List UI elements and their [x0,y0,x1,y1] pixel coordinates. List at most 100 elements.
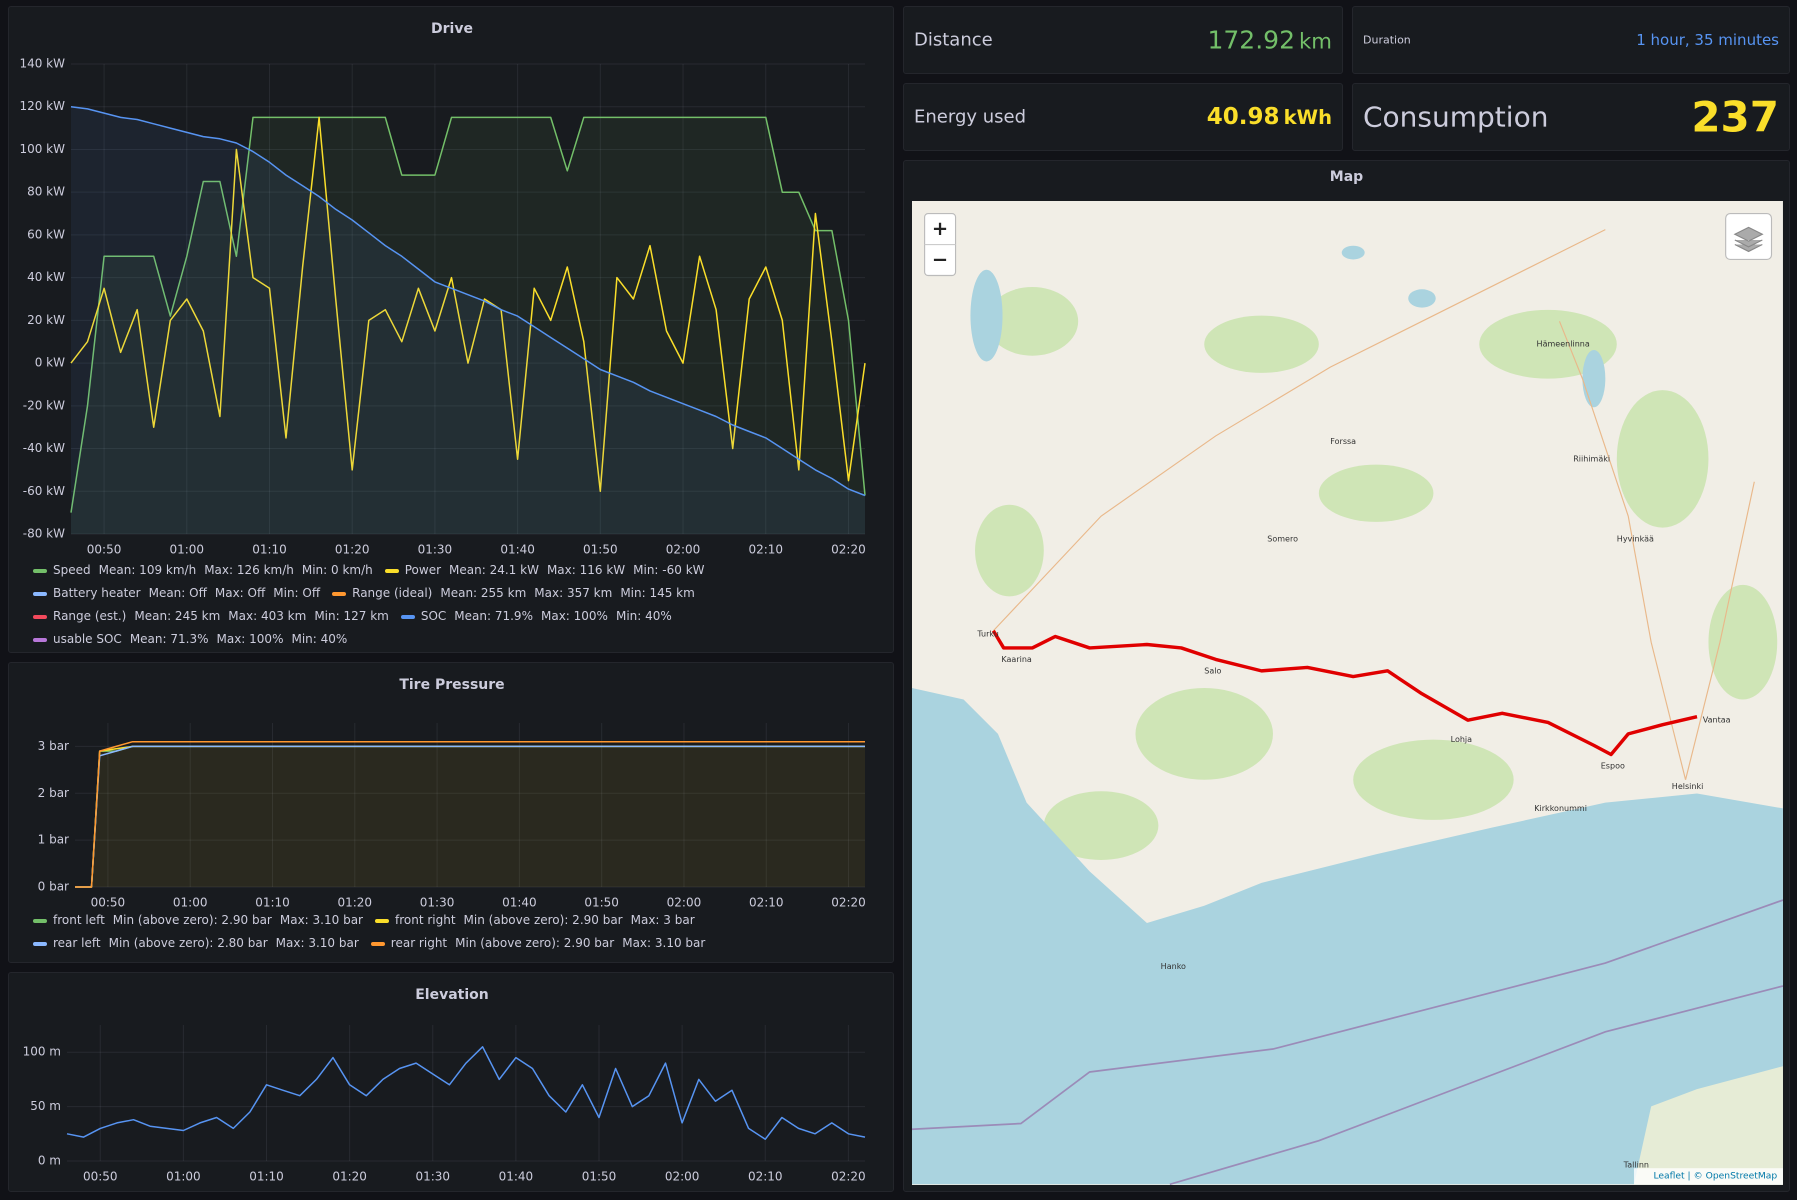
stat-label: Energy used [914,106,1027,128]
x-tick-label: 02:00 [665,1170,700,1184]
panel-title: Elevation [415,987,489,1003]
legend-stat: Min (above zero): 2.90 bar [455,936,615,950]
place: Lohja [1451,735,1473,744]
tire-chart: Tire Pressure 0 bar 1 bar 2 bar 3 bar 00:50 01… [38,677,866,910]
stat-label: Consumption [1363,100,1549,134]
y-tick-label: 140 kW [19,57,65,71]
x-tick-label: 01:00 [166,1170,201,1184]
x-tick-label: 01:00 [173,896,208,910]
x-tick-label: 02:10 [748,543,783,557]
legend-stat: Min (above zero): 2.90 bar [463,913,623,927]
area [71,117,865,535]
elevation-panel: Elevation 0 m 50 m 100 m 00:50 01:00 01:10 01:2… [8,972,894,1192]
legend-swatch [33,614,47,619]
zoom-control[interactable]: + − [924,213,957,277]
legend-stat: Max: 100% [216,632,284,646]
stat-panel: Consumption 237 [1352,83,1790,151]
legend-stat: Mean: 255 km [440,586,527,600]
legend-name: Range (est.) [53,609,127,623]
panel-title: Drive [431,21,473,37]
legend-item: rear left Min (above zero): 2.80 bar Max: … [33,932,359,955]
zoom-in[interactable]: + [932,217,948,240]
tire-panel: Tire Pressure 0 bar 1 bar 2 bar 3 bar 00:50 01… [8,662,894,963]
x-tick-label: 00:50 [87,543,122,557]
legend: Speed Mean: 109 km/h Max: 126 km/h Min: 0 k… [33,559,723,651]
x-tick-label: 02:00 [667,896,702,910]
y-tick-label: 80 kW [27,185,65,199]
stat-panel: Duration 1 hour, 35 minutes [1352,6,1790,74]
x-tick-label: 01:30 [418,543,453,557]
legend-item: front left Min (above zero): 2.90 bar Max:… [33,909,363,932]
legend-stat: Max: 3.10 bar [279,913,363,927]
legend-stat: Mean: Off [148,586,207,600]
value: 172.92 [1207,25,1295,55]
legend-stat: Max: 357 km [534,586,613,600]
legend-item: Range (est.) Mean: 245 km Max: 403 km Min: … [33,605,389,628]
legend-swatch [33,637,47,642]
zoom-out[interactable]: − [932,248,948,271]
x-tick-label: 02:10 [748,1170,783,1184]
unit: kWh [1283,106,1332,129]
unit: km [1298,29,1332,55]
legend-stat: Min: 127 km [314,609,389,623]
y-tick-label: 60 kW [27,227,65,241]
y-tick-label: 2 bar [38,786,69,800]
panel-title: Tire Pressure [399,677,504,693]
legend-name: rear left [53,936,101,950]
place: Hyvinkää [1617,535,1654,544]
water [912,245,1783,1185]
x-tick-label: 02:20 [831,543,866,557]
y-tick-label: 1 bar [38,833,69,847]
y-tick-label: 0 kW [35,356,65,370]
map[interactable]: Turku Salo Espoo Helsinki Vantaa Hämeenl… [912,201,1783,1185]
place: Helsinki [1672,782,1704,791]
x-tick-label: 01:50 [584,896,619,910]
line [70,105,866,497]
place: Salo [1204,666,1221,675]
attribution-box [1633,1168,1783,1185]
area [75,746,865,887]
legend-stat: Min: -60 kW [633,563,705,577]
place: Forssa [1330,437,1356,446]
x-tick-label: 01:00 [169,543,204,557]
x-tick-label: 00:50 [91,896,126,910]
line [70,116,866,493]
layers-control[interactable] [1725,213,1773,261]
legend-name: Speed [53,563,91,577]
y-tick-label: -60 kW [23,484,65,498]
y-tick-label: -40 kW [23,441,65,455]
legend-stat: Min: 40% [615,609,672,623]
place: Hanko [1161,962,1186,971]
legend: front left Min (above zero): 2.90 bar Max:… [33,909,723,955]
y-tick-label: 120 kW [19,99,65,113]
y-tick-label: 20 kW [27,313,65,327]
stat-label: Duration [1363,33,1411,47]
legend-swatch [332,591,347,596]
x-tick-label: 01:40 [500,543,535,557]
attribution: Leaflet | © OpenStreetMap [1653,1171,1777,1182]
legend-item: rear right Min (above zero): 2.90 bar Max:… [370,932,705,955]
legend-item: SOC Mean: 71.9% Max: 100% Min: 40% [400,605,672,628]
legend-stat: Min (above zero): 2.80 bar [108,936,268,950]
x-tick-label: 01:10 [255,896,290,910]
legend-stat: Max: 3 bar [630,913,695,927]
legend-stat: Mean: 71.3% [129,632,209,646]
layers-icon [1733,226,1764,253]
legend-name: front left [53,913,105,927]
legend-stat: Max: Off [214,586,266,600]
legend-swatch [370,941,385,946]
drive-panel: Drive -80 kW -60 kW -40 kW -20 kW 0 kW 20 kW 40… [8,6,894,653]
legend-stat: Mean: 71.9% [454,609,533,623]
legend-item: usable SOC Mean: 71.3% Max: 100% Min: 40% [33,628,347,651]
x-tick-label: 01:20 [335,543,370,557]
legend-item: Battery heater Mean: Off Max: Off Min: Off [33,582,320,605]
y-tick-label: 100 m [23,1045,61,1059]
legend-item: Speed Mean: 109 km/h Max: 126 km/h Min: 0 k… [33,559,373,582]
line [66,1046,866,1140]
forest [975,286,1778,860]
legend-name: rear right [390,936,448,950]
legend-name: Battery heater [53,586,141,600]
legend-item: Power Mean: 24.1 kW Max: 116 kW Min: -60 kW [384,559,705,582]
x-tick-label: 01:40 [499,1170,534,1184]
x-tick-label: 01:40 [502,896,537,910]
